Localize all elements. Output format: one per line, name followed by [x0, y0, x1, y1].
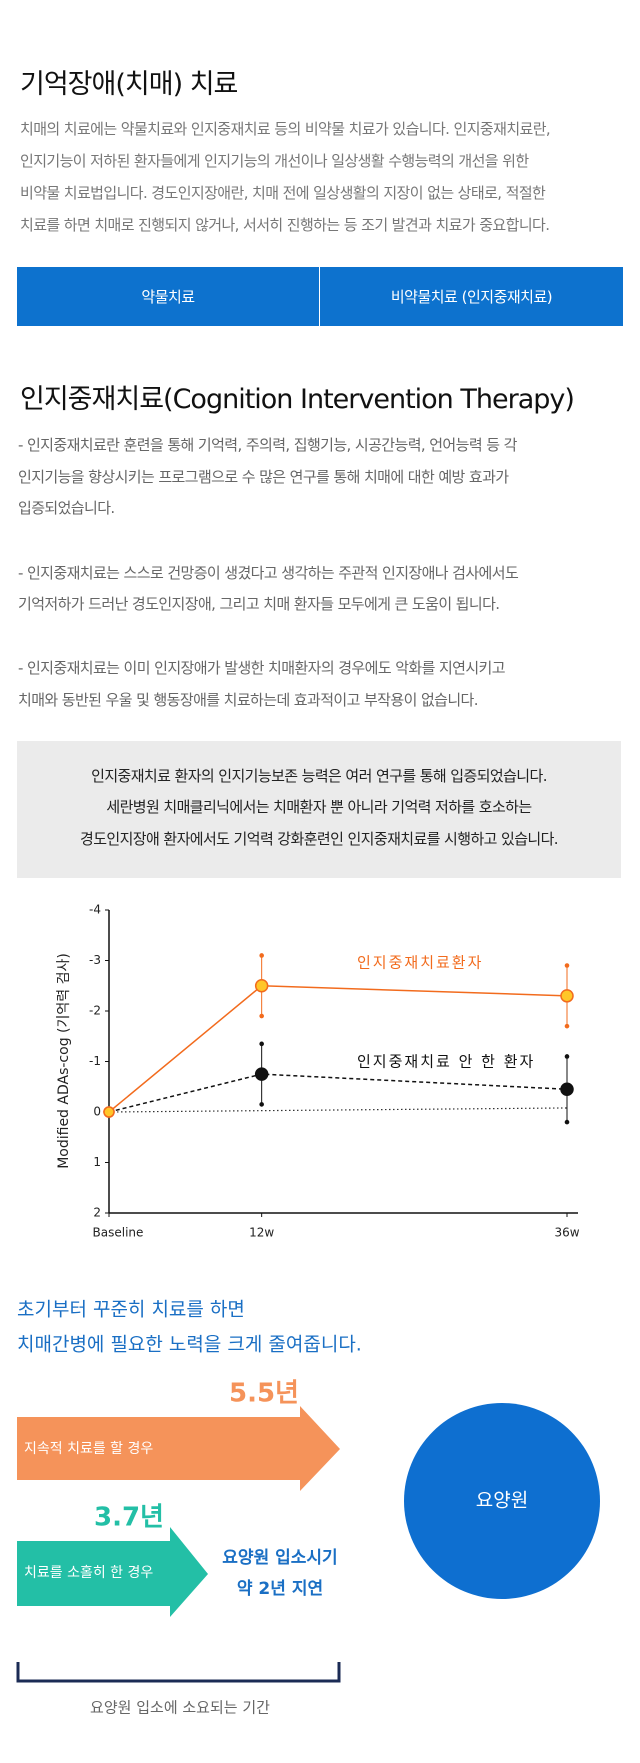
error-cap — [259, 1013, 264, 1019]
point — [254, 1067, 269, 1081]
bullet-line: 입증되었습니다. — [18, 499, 115, 517]
y-tick-label: 1 — [93, 1155, 101, 1169]
y-tick-label: -3 — [89, 953, 101, 967]
tab[interactable]: 비약물치료 (인지중재치료) — [320, 267, 623, 326]
bullet-line: 인지기능을 향상시키는 프로그램으로 수 많은 연구를 통해 치매에 대한 예방… — [18, 468, 509, 486]
error-cap — [564, 963, 570, 968]
value-label: 5.5년 — [229, 1379, 299, 1409]
summary-line: 치매간병에 필요한 노력을 크게 줄여줍니다. — [17, 1334, 362, 1356]
point — [103, 1106, 115, 1118]
section-title: 기억장애(치매) 치료 — [20, 69, 238, 100]
error-cap — [259, 1102, 264, 1107]
x-tick-label: 36w — [554, 1226, 579, 1240]
point — [560, 1082, 574, 1097]
arrow — [17, 1527, 208, 1617]
notice-box: 인지중재치료 환자의 인지기능보존 능력은 여러 연구를 통해 입증되었습니다.… — [17, 741, 621, 878]
bullet-line: 기억저하가 드러난 경도인지장애, 그리고 치매 환자들 모두에게 큰 도움이 … — [18, 595, 500, 613]
y-tick-label: -1 — [89, 1054, 101, 1068]
y-tick-label: -2 — [89, 1004, 101, 1018]
y-tick-label: -4 — [89, 903, 101, 917]
bracket — [16, 1662, 341, 1683]
paragraph-line: 인지기능이 저하된 환자들에게 인지기능의 개선이나 일상생활 수행능력의 개선… — [20, 152, 529, 170]
section-title: 인지중재치료(Cognition Intervention Therapy) — [20, 384, 575, 415]
bullet-line: - 인지중재치료는 스스로 건망증이 생겼다고 생각하는 주관적 인지장애나 검… — [18, 564, 519, 582]
circle — [404, 1403, 600, 1599]
arrow-label: 지속적 치료를 할 경우 — [24, 1441, 153, 1457]
paragraph-line: 비약물 치료법입니다. 경도인지장애란, 치매 전에 일상생활의 지장이 없는 … — [20, 184, 546, 202]
bullet-line: - 인지중재치료란 훈련을 통해 기억력, 주의력, 집행기능, 시공간능력, … — [18, 436, 517, 454]
circle-label: 요양원 — [476, 1490, 528, 1512]
reference-line — [108, 1107, 568, 1113]
point — [560, 989, 574, 1003]
bullet-line: - 인지중재치료는 이미 인지장애가 발생한 치매환자의 경우에도 악화를 지연… — [18, 659, 506, 677]
arrow — [17, 1406, 340, 1491]
error-cap — [564, 1119, 570, 1125]
point — [254, 979, 269, 993]
notice-line: 경도인지장애 환자에서도 기억력 강화훈련인 인지중재치료를 시행하고 있습니다… — [80, 830, 559, 848]
x-tick-label: 12w — [249, 1226, 274, 1240]
y-tick-label: 2 — [93, 1206, 101, 1220]
notice-line: 세란병원 치매클리닉에서는 치매환자 뿐 아니라 기억력 저하를 호소하는 — [106, 798, 532, 816]
y-axis-label: Modified ADAs-cog (기억력 검사) — [56, 953, 72, 1169]
bullet-line: 치매와 동반된 우울 및 행동장애를 치료하는데 효과적이고 부작용이 없습니다… — [18, 691, 479, 709]
paragraph-line: 치료를 하면 치매로 진행되지 않거나, 서서히 진행하는 등 조기 발견과 치… — [20, 216, 550, 234]
error-cap — [564, 1023, 570, 1029]
summary-line: 초기부터 꾸준히 치료를 하면 — [17, 1299, 245, 1321]
arrow-label: 치료를 소홀히 한 경우 — [24, 1565, 153, 1581]
tab[interactable]: 약물치료 — [17, 267, 319, 326]
legend-label: 인지중재치료 안 한 환자 — [357, 1053, 535, 1071]
notice-line: 인지중재치료 환자의 인지기능보존 능력은 여러 연구를 통해 입증되었습니다. — [91, 767, 547, 785]
legend-label: 인지중재치료환자 — [357, 954, 483, 972]
x-tick-label: Baseline — [93, 1226, 144, 1240]
error-cap — [564, 1054, 570, 1059]
delay-text: 약 2년 지연 — [237, 1578, 323, 1599]
value-label: 3.7년 — [94, 1503, 164, 1533]
delay-text: 요양원 입소시기 — [222, 1548, 337, 1568]
error-cap — [259, 953, 264, 958]
paragraph-line: 치매의 치료에는 약물치료와 인지중재치료 등의 비약물 치료가 있습니다. 인… — [20, 120, 551, 138]
y-tick-label: 0 — [93, 1105, 101, 1119]
period-label: 요양원 입소에 소요되는 기간 — [90, 1699, 270, 1717]
error-cap — [259, 1041, 264, 1047]
